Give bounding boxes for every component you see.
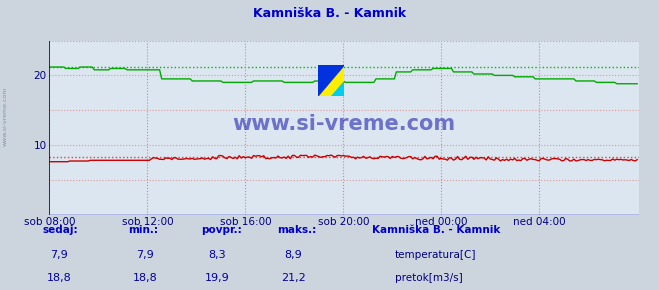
Text: maks.:: maks.: — [277, 225, 316, 235]
Text: www.si-vreme.com: www.si-vreme.com — [3, 86, 8, 146]
Text: 8,3: 8,3 — [209, 250, 226, 260]
Text: temperatura[C]: temperatura[C] — [395, 250, 476, 260]
Polygon shape — [331, 81, 344, 96]
Text: sedaj:: sedaj: — [43, 225, 78, 235]
Polygon shape — [318, 65, 344, 96]
Text: 19,9: 19,9 — [205, 273, 230, 283]
Text: pretok[m3/s]: pretok[m3/s] — [395, 273, 463, 283]
Text: 21,2: 21,2 — [281, 273, 306, 283]
Text: Kamniška B. - Kamnik: Kamniška B. - Kamnik — [253, 7, 406, 20]
Text: 7,9: 7,9 — [136, 250, 154, 260]
Text: 7,9: 7,9 — [51, 250, 68, 260]
Polygon shape — [318, 65, 344, 96]
Text: min.:: min.: — [129, 225, 159, 235]
Text: 8,9: 8,9 — [285, 250, 302, 260]
Text: 18,8: 18,8 — [47, 273, 72, 283]
Text: 18,8: 18,8 — [132, 273, 158, 283]
Text: povpr.:: povpr.: — [201, 225, 242, 235]
Text: Kamniška B. - Kamnik: Kamniška B. - Kamnik — [372, 225, 501, 235]
Text: www.si-vreme.com: www.si-vreme.com — [233, 114, 456, 134]
